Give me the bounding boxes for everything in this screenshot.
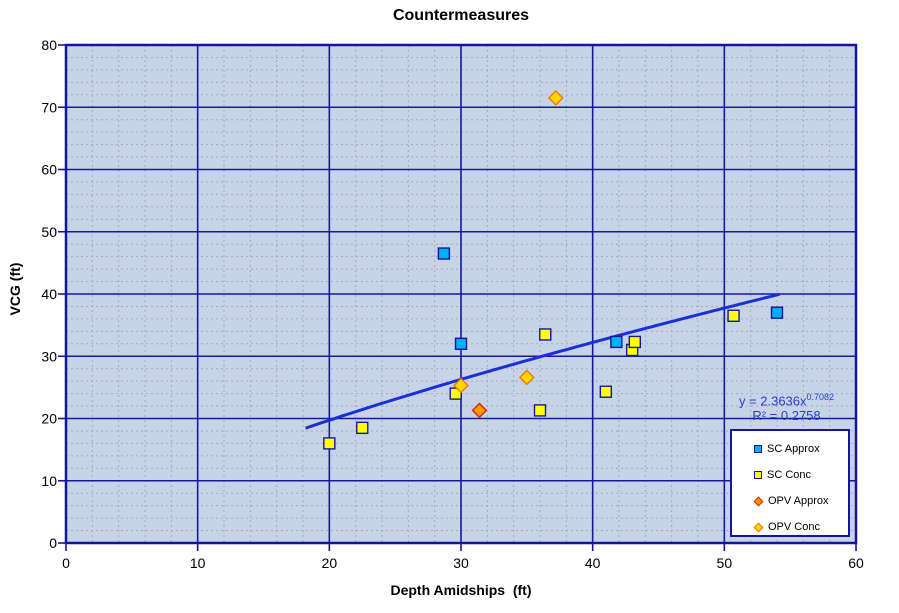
legend-item-opv-conc: OPV Conc (732, 514, 848, 540)
data-point-marker (533, 404, 547, 417)
y-tick-labels: 0 10 20 30 40 50 60 70 80 (41, 37, 57, 551)
data-point-marker (539, 328, 552, 341)
series-opv-approx (471, 402, 488, 419)
data-point-marker (323, 437, 336, 450)
y-tick-label: 50 (41, 224, 57, 240)
series-sc-conc (323, 309, 740, 450)
y-tick-label: 10 (41, 473, 57, 489)
x-tick-label: 0 (62, 555, 70, 571)
data-point-marker (454, 337, 468, 350)
data-point-marker (599, 385, 613, 398)
major-gridlines (66, 45, 856, 543)
equation-prefix-text: y = 2.3636x (738, 393, 807, 409)
x-tick-label: 30 (453, 555, 469, 571)
y-tick-label: 60 (41, 162, 57, 178)
legend-item-sc-conc: SC Conc (732, 462, 848, 488)
equation-exponent-text: 0.7082 (806, 392, 835, 402)
legend-item-sc-approx: SC Approx (732, 436, 848, 462)
legend-label: OPV Conc (768, 521, 820, 533)
opv-conc-marker-icon (753, 522, 764, 532)
sc-approx-marker-icon (754, 445, 762, 453)
sc-conc-marker-icon (754, 471, 762, 479)
trendline-equation-line: y = 2.3636x0.7082 (694, 390, 879, 408)
series-opv-conc (453, 89, 564, 394)
legend-label: OPV Approx (768, 495, 829, 507)
data-point-marker (518, 369, 535, 386)
trendline-equation: y = 2.3636x0.7082 R² = 0.2758 (694, 390, 879, 423)
x-tick-label: 20 (322, 555, 338, 571)
data-point-marker (453, 377, 469, 394)
data-point-marker (628, 335, 641, 349)
legend-label: SC Approx (767, 443, 820, 455)
chart-title: Countermeasures (392, 7, 530, 24)
data-point-marker (471, 402, 488, 419)
series-sc-approx (437, 247, 784, 350)
trendline (305, 292, 780, 430)
data-point-marker (547, 89, 564, 106)
data-point-marker (356, 421, 369, 435)
opv-approx-marker-icon (753, 496, 764, 506)
legend-label: SC Conc (767, 469, 812, 481)
x-axis-title: Depth Amidships (ft) (390, 582, 532, 598)
data-point-marker (437, 247, 451, 260)
y-tick-label: 40 (41, 286, 57, 302)
data-point-marker (770, 306, 784, 319)
r-squared-text: R² = 0.2758 (752, 408, 821, 424)
legend-item-opv-approx: OPV Approx (732, 488, 848, 514)
legend: SC Approx SC Conc OPV Approx OPV Conc (730, 429, 850, 537)
x-tick-label: 60 (848, 555, 864, 571)
y-tick-label: 20 (41, 411, 57, 427)
y-tick-label: 80 (41, 37, 57, 53)
y-tick-label: 0 (49, 535, 57, 551)
data-point-marker (610, 335, 623, 349)
y-tick-label: 70 (41, 99, 57, 115)
axis-ticks (58, 44, 857, 551)
x-tick-label: 10 (190, 555, 206, 571)
y-axis-title: VCG (ft) (7, 262, 23, 316)
y-tick-label: 30 (41, 348, 57, 364)
x-tick-labels: 0 10 20 30 40 50 60 (62, 555, 864, 571)
data-point-marker (727, 309, 740, 322)
x-tick-label: 50 (717, 555, 733, 571)
plot-border (64, 43, 858, 545)
x-tick-label: 40 (585, 555, 601, 571)
